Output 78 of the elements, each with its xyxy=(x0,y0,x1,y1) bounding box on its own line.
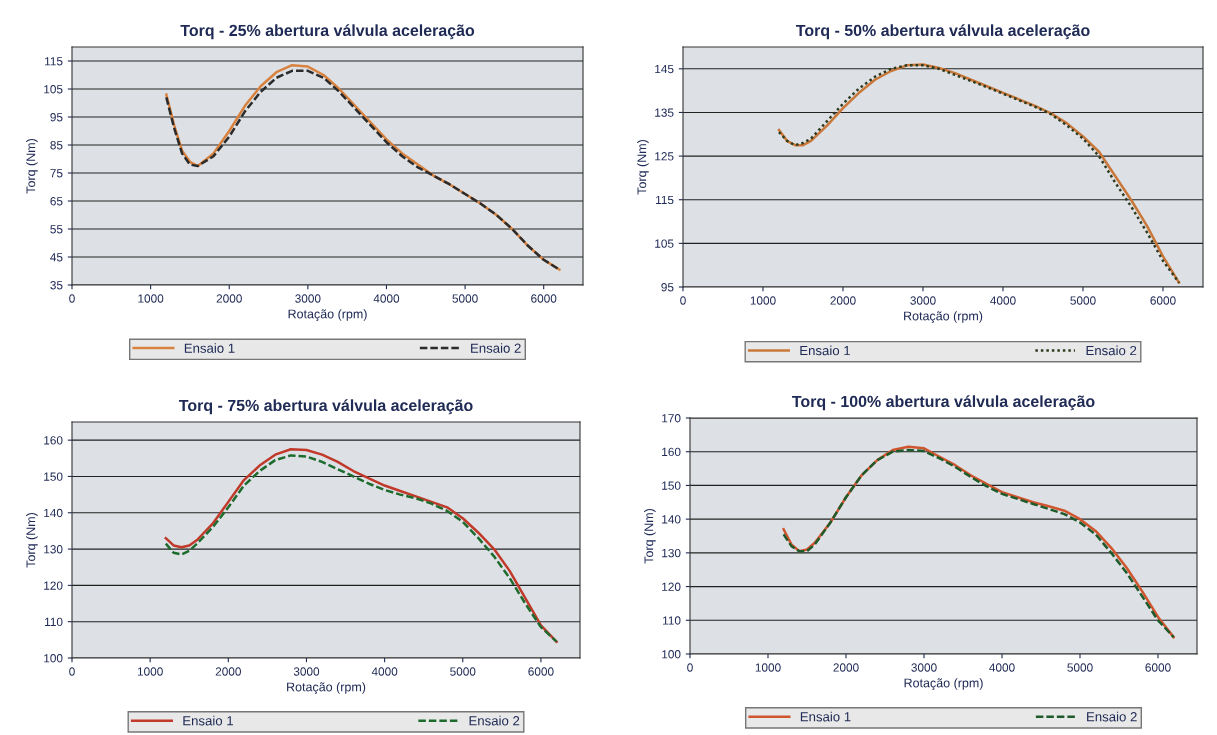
y-tick-label: 150 xyxy=(44,472,63,481)
y-axis-title: Torq (Nm) xyxy=(26,139,38,194)
legend-label: Ensaio 2 xyxy=(471,343,521,353)
x-tick-label: 1000 xyxy=(755,663,781,672)
legend-label: Ensaio 1 xyxy=(800,711,851,722)
x-tick-label: 4000 xyxy=(371,667,398,676)
x-axis-title: Rotação (rpm) xyxy=(904,311,983,323)
y-tick-label: 150 xyxy=(662,481,681,490)
y-tick-label: 100 xyxy=(44,654,63,663)
y-tick-label: 115 xyxy=(656,195,674,205)
x-tick-label: 1000 xyxy=(750,296,776,305)
y-tick-label: 100 xyxy=(662,650,681,659)
y-tick-label: 45 xyxy=(50,253,63,262)
y-tick-label: 125 xyxy=(655,152,674,161)
y-tick-label: 170 xyxy=(662,414,681,423)
y-tick-label: 120 xyxy=(44,581,63,590)
y-tick-label: 115 xyxy=(45,57,63,66)
legend-label: Ensaio 1 xyxy=(800,345,850,356)
x-tick-label: 6000 xyxy=(531,294,557,303)
y-tick-label: 65 xyxy=(50,197,63,206)
chart-title: Torq - 100% abertura válvula aceleração xyxy=(792,395,1095,411)
x-tick-label: 5000 xyxy=(1067,663,1093,672)
x-tick-label: 0 xyxy=(680,296,686,305)
x-tick-label: 3000 xyxy=(911,663,937,672)
x-axis-title: Rotação (rpm) xyxy=(288,309,367,321)
y-tick-label: 130 xyxy=(44,545,63,554)
y-tick-label: 120 xyxy=(662,582,681,591)
x-tick-label: 5000 xyxy=(1070,296,1096,305)
x-tick-label: 3000 xyxy=(295,294,321,303)
x-tick-label: 5000 xyxy=(452,294,478,303)
legend-label: Ensaio 2 xyxy=(1086,345,1137,356)
x-tick-label: 6000 xyxy=(1145,663,1171,672)
chart-title: Torq - 75% abertura válvula aceleração xyxy=(178,399,473,415)
legend-label: Ensaio 1 xyxy=(183,715,233,726)
y-tick-label: 110 xyxy=(45,617,63,627)
y-tick-label: 95 xyxy=(661,283,674,292)
y-axis-title: Torq (Nm) xyxy=(637,140,649,195)
x-tick-label: 3000 xyxy=(910,296,936,305)
x-tick-label: 2000 xyxy=(216,294,242,303)
y-tick-label: 95 xyxy=(50,113,63,122)
x-tick-label: 1000 xyxy=(138,294,164,303)
y-tick-label: 105 xyxy=(655,239,674,248)
legend-label: Ensaio 1 xyxy=(184,343,235,353)
x-tick-label: 6000 xyxy=(528,667,554,676)
y-tick-label: 75 xyxy=(50,169,63,178)
y-tick-label: 160 xyxy=(662,447,681,457)
y-tick-label: 110 xyxy=(663,616,681,625)
y-tick-label: 140 xyxy=(44,508,63,518)
x-tick-label: 0 xyxy=(69,294,75,303)
x-tick-label: 2000 xyxy=(833,663,859,672)
x-tick-label: 1000 xyxy=(137,667,163,676)
y-tick-label: 55 xyxy=(50,225,63,234)
x-axis-title: Rotação (rpm) xyxy=(904,678,983,690)
y-tick-label: 140 xyxy=(662,515,681,524)
y-tick-label: 85 xyxy=(50,141,63,150)
x-tick-label: 4000 xyxy=(373,294,400,303)
x-tick-label: 3000 xyxy=(293,667,320,676)
x-tick-label: 2000 xyxy=(215,667,241,676)
legend-label: Ensaio 2 xyxy=(1087,711,1137,722)
y-tick-label: 130 xyxy=(662,548,681,558)
y-tick-label: 145 xyxy=(655,64,674,74)
legend-label: Ensaio 2 xyxy=(469,715,520,726)
y-axis-title: Torq (Nm) xyxy=(644,509,656,564)
y-tick-label: 105 xyxy=(44,85,63,94)
chart-title: Torq - 50% abertura válvula aceleração xyxy=(795,24,1090,40)
y-tick-label: 135 xyxy=(655,108,674,117)
x-tick-label: 4000 xyxy=(989,663,1015,672)
x-tick-label: 5000 xyxy=(450,667,476,676)
y-tick-label: 160 xyxy=(44,436,63,445)
x-tick-label: 0 xyxy=(687,663,693,672)
chart-title: Torq - 25% abertura válvula aceleração xyxy=(180,24,475,40)
x-tick-label: 0 xyxy=(69,667,75,676)
x-tick-label: 4000 xyxy=(990,296,1016,305)
x-tick-label: 2000 xyxy=(830,296,856,305)
y-axis-title: Torq (Nm) xyxy=(26,513,38,568)
x-axis-title: Rotação (rpm) xyxy=(287,682,366,694)
y-tick-label: 35 xyxy=(50,281,63,290)
x-tick-label: 6000 xyxy=(1150,296,1176,305)
